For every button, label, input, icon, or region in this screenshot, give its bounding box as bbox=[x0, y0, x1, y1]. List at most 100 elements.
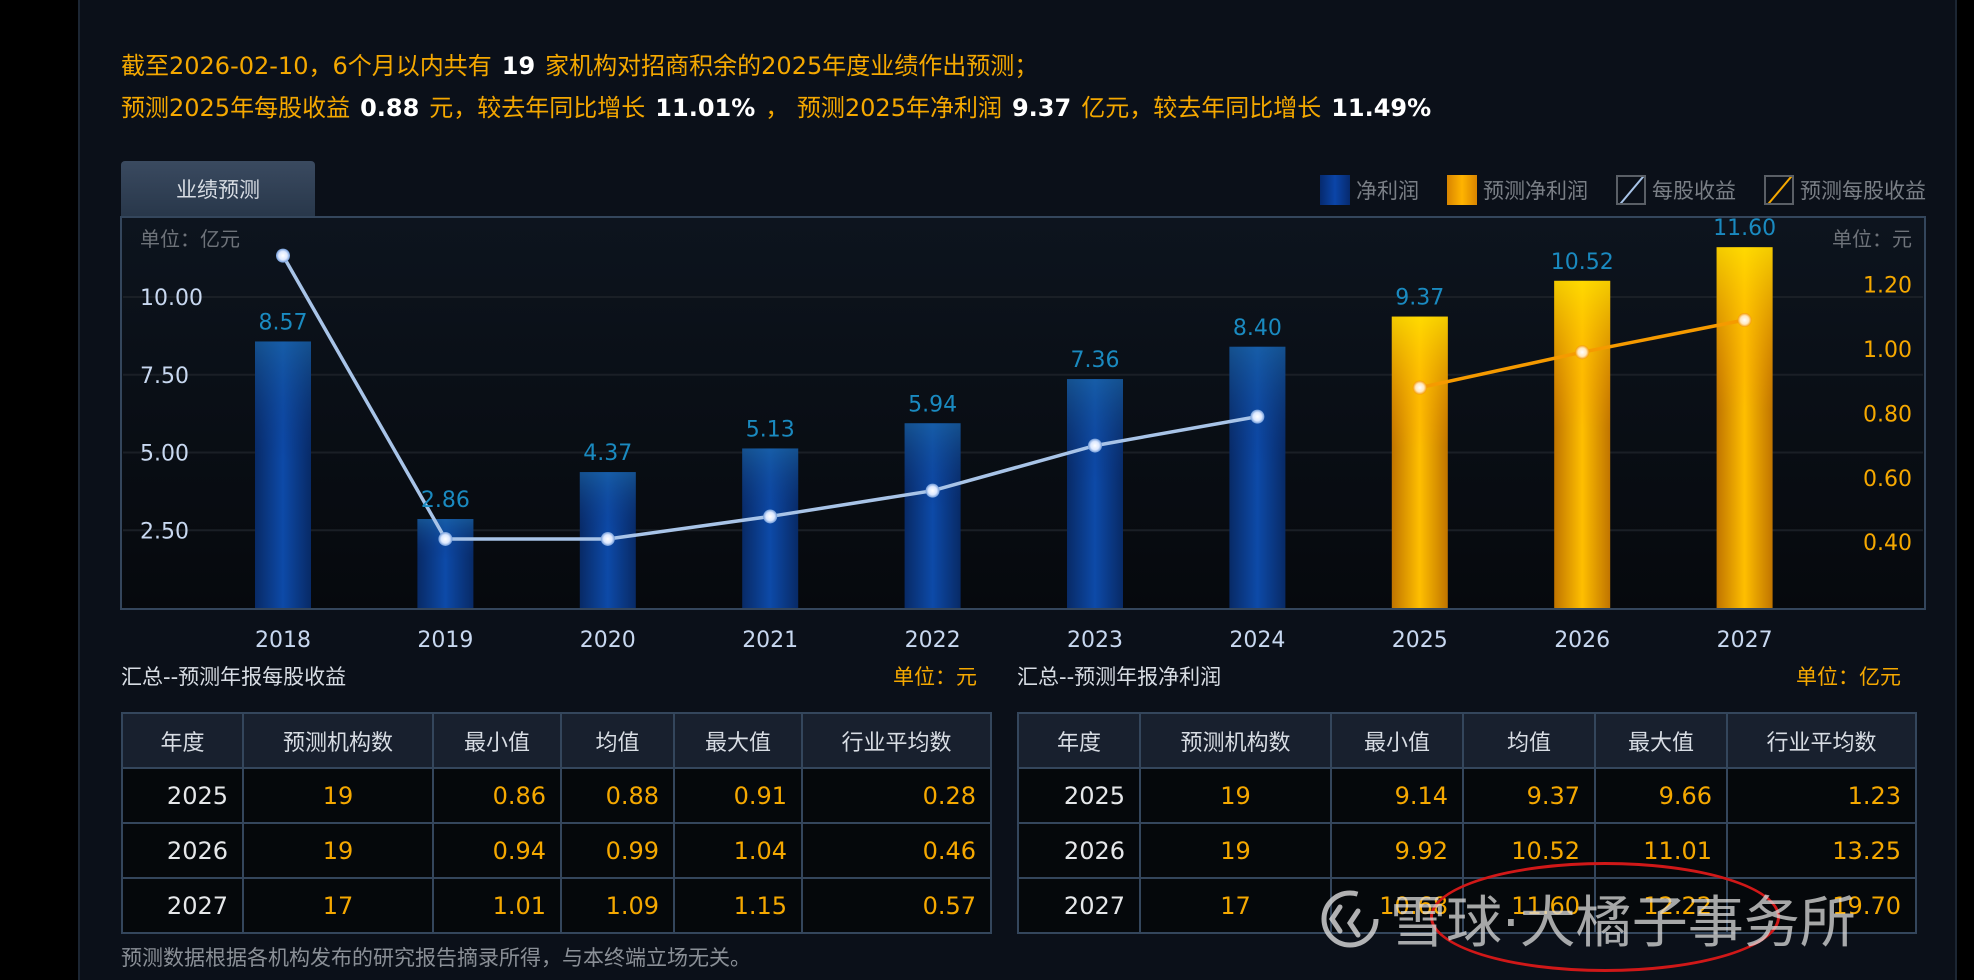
table-cell: 2027 bbox=[1017, 877, 1141, 934]
legend-label: 预测净利润 bbox=[1483, 179, 1588, 203]
x-axis-tick-label: 2025 bbox=[1392, 628, 1448, 653]
table-cell: 10.68 bbox=[1330, 877, 1464, 934]
table-header-cell: 年度 bbox=[1017, 712, 1141, 769]
bar-value-label: 4.37 bbox=[583, 441, 632, 466]
eps-table-title: 汇总--预测年报每股收益 bbox=[121, 665, 347, 689]
bar-value-label: 8.40 bbox=[1233, 316, 1282, 341]
tab-label: 业绩预测 bbox=[176, 178, 260, 202]
summary-text: ， 预测2025年净利润 bbox=[765, 94, 1002, 122]
table-cell: 2026 bbox=[1017, 822, 1141, 879]
legend-label: 净利润 bbox=[1356, 179, 1419, 203]
x-axis-tick-label: 2024 bbox=[1229, 628, 1285, 653]
bar-value-label: 10.52 bbox=[1551, 250, 1614, 275]
table-cell: 0.94 bbox=[432, 822, 562, 879]
summary-text: 截至2026-02-10，6个月以内共有 bbox=[121, 52, 492, 80]
eps-forecast-table: 年度 预测机构数 最小值 均值 最大值 行业平均数 2025 19 0.86 0.88 0.91 0… bbox=[121, 712, 992, 934]
legend-item-forecast-net-profit[interactable]: 预测净利润 bbox=[1447, 175, 1588, 205]
eps-point[interactable] bbox=[1250, 409, 1265, 424]
chart-legend: 净利润 预测净利润 每股收益 预测每股收益 bbox=[1292, 175, 1926, 205]
table-cell: 2025 bbox=[121, 767, 244, 824]
legend-label: 预测每股收益 bbox=[1800, 179, 1926, 203]
profit-forecast-table: 年度 预测机构数 最小值 均值 最大值 行业平均数 2025 19 9.14 9.37 9.66 1… bbox=[1017, 712, 1917, 934]
table-header-cell: 行业平均数 bbox=[1726, 712, 1917, 769]
left-axis-tick-label: 2.50 bbox=[140, 519, 189, 544]
bar-highlight bbox=[1067, 379, 1123, 483]
eps-point[interactable] bbox=[276, 248, 290, 263]
legend-item-forecast-eps[interactable]: 预测每股收益 bbox=[1764, 175, 1926, 205]
bar-highlight bbox=[1716, 247, 1773, 410]
legend-item-net-profit[interactable]: 净利润 bbox=[1320, 175, 1419, 205]
bar-value-label: 11.60 bbox=[1713, 216, 1776, 241]
right-axis-unit: 单位：元 bbox=[1832, 227, 1912, 251]
eps-point[interactable] bbox=[1088, 438, 1102, 453]
table-cell: 19 bbox=[242, 767, 434, 824]
eps-point[interactable] bbox=[438, 531, 453, 546]
bar-value-label: 8.57 bbox=[259, 310, 308, 335]
blue-bar-swatch-icon bbox=[1320, 175, 1350, 205]
table-cell: 9.37 bbox=[1462, 767, 1596, 824]
legend-label: 每股收益 bbox=[1652, 179, 1736, 203]
right-axis-tick-label: 0.80 bbox=[1863, 402, 1912, 427]
right-axis-tick-label: 1.00 bbox=[1863, 338, 1912, 363]
table-row: 2027 17 1.01 1.09 1.15 0.57 bbox=[121, 877, 992, 934]
legend-item-eps[interactable]: 每股收益 bbox=[1616, 175, 1736, 205]
table-cell: 1.01 bbox=[432, 877, 562, 934]
eps-point[interactable] bbox=[925, 483, 940, 498]
table-cell: 0.88 bbox=[560, 767, 675, 824]
table-cell: 2025 bbox=[1017, 767, 1141, 824]
forecast-profit-value: 9.37 bbox=[1011, 94, 1072, 122]
forecast-eps-point[interactable] bbox=[1737, 313, 1752, 328]
summary-line-1: 截至2026-02-10，6个月以内共有 19 家机构对招商积余的2025年度业绩作… bbox=[121, 46, 1038, 81]
table-row: 2026 19 0.94 0.99 1.04 0.46 bbox=[121, 822, 992, 879]
bar-highlight bbox=[1229, 346, 1286, 465]
table-cell: 12.22 bbox=[1594, 877, 1728, 934]
table-cell: 2026 bbox=[121, 822, 244, 879]
tab-performance-forecast[interactable]: 业绩预测 bbox=[121, 161, 315, 217]
table-cell: 17 bbox=[242, 877, 434, 934]
table-cell: 11.01 bbox=[1594, 822, 1728, 879]
eps-point[interactable] bbox=[600, 531, 615, 546]
institution-count: 19 bbox=[501, 52, 536, 80]
right-axis-tick-label: 1.20 bbox=[1863, 274, 1912, 299]
table-cell: 0.46 bbox=[801, 822, 992, 879]
table-header-cell: 年度 bbox=[121, 712, 244, 769]
table-cell: 1.04 bbox=[673, 822, 803, 879]
table-header-cell: 行业平均数 bbox=[801, 712, 992, 769]
table-cell: 0.57 bbox=[801, 877, 992, 934]
table-cell: 9.66 bbox=[1594, 767, 1728, 824]
table-header-cell: 最大值 bbox=[673, 712, 803, 769]
forecast-eps-point[interactable] bbox=[1575, 345, 1590, 360]
eps-point[interactable] bbox=[763, 509, 778, 524]
table-row: 2025 19 9.14 9.37 9.66 1.23 bbox=[1017, 767, 1917, 824]
table-cell: 19 bbox=[242, 822, 434, 879]
table-cell: 19 bbox=[1139, 822, 1332, 879]
bar-value-label: 7.36 bbox=[1071, 348, 1120, 373]
bar-value-label: 9.37 bbox=[1395, 286, 1444, 311]
gold-bar-swatch-icon bbox=[1447, 175, 1477, 205]
summary-text: 预测2025年每股收益 bbox=[121, 94, 351, 122]
forecast-eps-point[interactable] bbox=[1412, 380, 1427, 395]
table-cell: 2027 bbox=[121, 877, 244, 934]
table-cell: 0.28 bbox=[801, 767, 992, 824]
x-axis-tick-label: 2026 bbox=[1554, 628, 1610, 653]
left-axis-tick-label: 10.00 bbox=[140, 286, 203, 311]
table-cell: 1.15 bbox=[673, 877, 803, 934]
bar-highlight bbox=[742, 448, 799, 521]
profit-growth-value: 11.49% bbox=[1331, 94, 1432, 122]
bar-value-label: 5.13 bbox=[746, 417, 795, 442]
right-axis-tick-label: 0.40 bbox=[1863, 531, 1912, 556]
right-axis-tick-label: 0.60 bbox=[1863, 467, 1912, 492]
table-cell: 19 bbox=[1139, 767, 1332, 824]
x-axis-tick-label: 2023 bbox=[1067, 628, 1123, 653]
disclaimer-footnote: 预测数据根据各机构发布的研究报告摘录所得，与本终端立场无关。 bbox=[121, 946, 751, 970]
x-axis-tick-label: 2027 bbox=[1717, 628, 1773, 653]
table-header-cell: 均值 bbox=[560, 712, 675, 769]
table-cell: 1.23 bbox=[1726, 767, 1917, 824]
table-header-cell: 均值 bbox=[1462, 712, 1596, 769]
x-axis-tick-label: 2020 bbox=[580, 628, 636, 653]
table-cell: 1.09 bbox=[560, 877, 675, 934]
table-cell: 9.92 bbox=[1330, 822, 1464, 879]
table-cell: 19.70 bbox=[1726, 877, 1917, 934]
table-header-cell: 最小值 bbox=[1330, 712, 1464, 769]
